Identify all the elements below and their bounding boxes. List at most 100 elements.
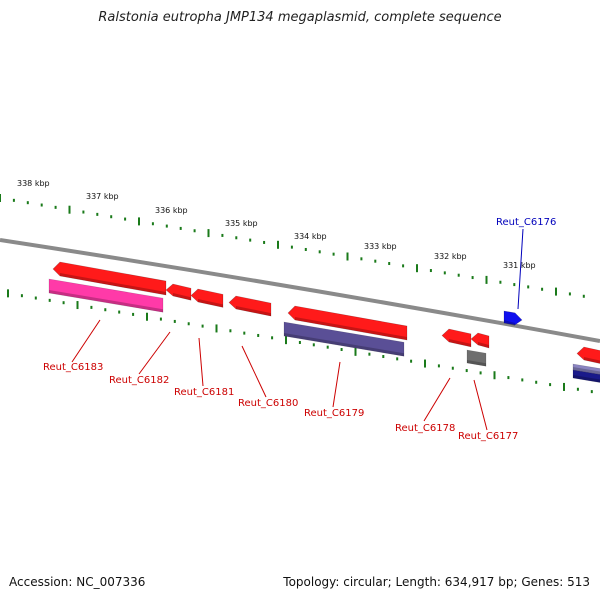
lower-scale-tick (271, 336, 274, 340)
lower-scale-tick (382, 355, 385, 359)
lower-scale-tick (62, 301, 65, 305)
gene-Reut_C6182-arrow[interactable] (165, 283, 192, 301)
lower-scale-tick (410, 359, 413, 363)
feature-edge-lilac[interactable] (572, 363, 600, 376)
lower-scale-tick (173, 319, 176, 323)
feature-Reut_C6183-pink[interactable] (48, 278, 164, 313)
upper-scale-tick (457, 273, 460, 277)
upper-scale-tick (193, 229, 196, 233)
accession-text: Accession: NC_007336 (9, 575, 146, 589)
gene-edge-arrow[interactable] (576, 346, 600, 365)
lower-scale-tick (451, 366, 454, 370)
leader-line-Reut_C6178 (423, 377, 451, 422)
upper-scale-tick (82, 210, 85, 214)
lower-scale-tick (90, 305, 93, 309)
gene-Reut_C6177-arrow-shade (478, 342, 489, 349)
upper-scale-tick (443, 271, 446, 275)
upper-scale-tick (471, 276, 474, 280)
scale-label-337-kbp: 337 kbp (86, 192, 119, 201)
leader-line-Reut_C6176 (517, 228, 524, 310)
lower-scale-tick (285, 336, 287, 345)
gene-Reut_C6176-arrow[interactable] (503, 310, 523, 326)
scale-label-333-kbp: 333 kbp (364, 242, 397, 251)
gene-label-Reut_C6181[interactable]: Reut_C6181 (174, 387, 234, 398)
feature-edge-lilac-shade (573, 367, 600, 375)
lower-scale-tick (326, 345, 329, 349)
feature-edge-navy[interactable] (572, 369, 600, 384)
upper-scale-tick (235, 236, 238, 240)
upper-scale-tick (513, 283, 516, 287)
leader-line-Reut_C6180 (241, 345, 267, 398)
upper-scale-tick (96, 212, 99, 216)
gene-edge-arrow-shade (584, 357, 600, 364)
upper-scale-tick (151, 222, 154, 226)
lower-scale-tick (215, 324, 218, 333)
lower-scale-tick (201, 324, 204, 328)
lower-scale-tick (563, 382, 565, 391)
lower-scale-tick (465, 369, 468, 373)
leader-line-Reut_C6183 (71, 319, 101, 363)
scale-label-338-kbp: 338 kbp (17, 179, 50, 188)
lower-scale-tick (396, 357, 399, 361)
lower-scale-tick (34, 296, 37, 300)
lower-scale-tick (20, 294, 23, 298)
upper-scale-tick (582, 294, 585, 298)
topology-text: Topology: circular; Length: 634,917 bp; … (283, 575, 590, 589)
gene-label-Reut_C6179[interactable]: Reut_C6179 (304, 408, 364, 419)
gene-Reut_C6179-arrow[interactable] (287, 305, 408, 341)
gene-Reut_C6177-arrow[interactable] (470, 332, 490, 349)
upper-scale-tick (346, 252, 349, 261)
upper-scale-tick (568, 292, 571, 296)
upper-scale-tick (318, 250, 321, 254)
gene-Reut_C6182-arrow-shade (173, 293, 191, 301)
gene-Reut_C6181-arrow[interactable] (190, 288, 224, 308)
feature-Reut_C6179-purple-shade (284, 333, 404, 357)
lower-scale-tick (340, 348, 343, 352)
feature-edge-navy-shade (573, 375, 600, 383)
upper-scale-tick (374, 259, 377, 263)
gene-label-Reut_C6177[interactable]: Reut_C6177 (458, 431, 518, 442)
scale-label-334-kbp: 334 kbp (294, 232, 327, 241)
gene-Reut_C6180-arrow[interactable] (228, 295, 272, 317)
lower-scale-tick (354, 347, 357, 356)
lower-scale-tick (257, 333, 260, 337)
gene-label-Reut_C6178[interactable]: Reut_C6178 (395, 423, 455, 434)
feature-Reut_C6177-gray[interactable] (466, 349, 487, 367)
gene-Reut_C6178-arrow[interactable] (441, 328, 472, 348)
gene-Reut_C6181-arrow-shade (198, 299, 223, 308)
lower-scale-tick (312, 343, 315, 347)
upper-scale-tick (165, 224, 168, 228)
upper-scale-tick (527, 285, 530, 289)
upper-scale-tick (138, 217, 140, 226)
gene-Reut_C6179-arrow-shade (295, 317, 407, 341)
lower-scale-tick (159, 317, 162, 321)
lower-scale-tick (48, 298, 51, 302)
lower-scale-tick (132, 312, 135, 316)
lower-scale-tick (118, 310, 121, 314)
upper-scale-tick (485, 275, 488, 284)
leader-line-Reut_C6177 (473, 379, 488, 431)
upper-scale-tick (277, 240, 279, 249)
leader-line-Reut_C6182 (138, 331, 171, 375)
feature-Reut_C6179-purple[interactable] (283, 321, 405, 357)
lower-scale-tick (424, 359, 426, 368)
gene-Reut_C6183-arrow[interactable] (52, 261, 167, 296)
lower-scale-tick (76, 301, 79, 310)
upper-scale-tick (555, 287, 557, 296)
upper-scale-tick (54, 205, 57, 209)
upper-scale-tick (0, 194, 1, 202)
lower-scale-tick (243, 331, 246, 335)
gene-Reut_C6183-arrow-shade (60, 273, 166, 296)
lower-scale-tick (368, 352, 371, 356)
gene-label-Reut_C6176[interactable]: Reut_C6176 (496, 217, 556, 228)
lower-scale-tick (146, 312, 148, 321)
gene-Reut_C6178-arrow-shade (449, 339, 471, 347)
gene-label-Reut_C6183[interactable]: Reut_C6183 (43, 362, 103, 373)
gene-label-Reut_C6182[interactable]: Reut_C6182 (109, 375, 169, 386)
upper-scale-tick (499, 280, 502, 284)
lower-scale-tick (104, 308, 107, 312)
gene-label-Reut_C6180[interactable]: Reut_C6180 (238, 398, 298, 409)
scale-label-331-kbp: 331 kbp (503, 261, 536, 270)
